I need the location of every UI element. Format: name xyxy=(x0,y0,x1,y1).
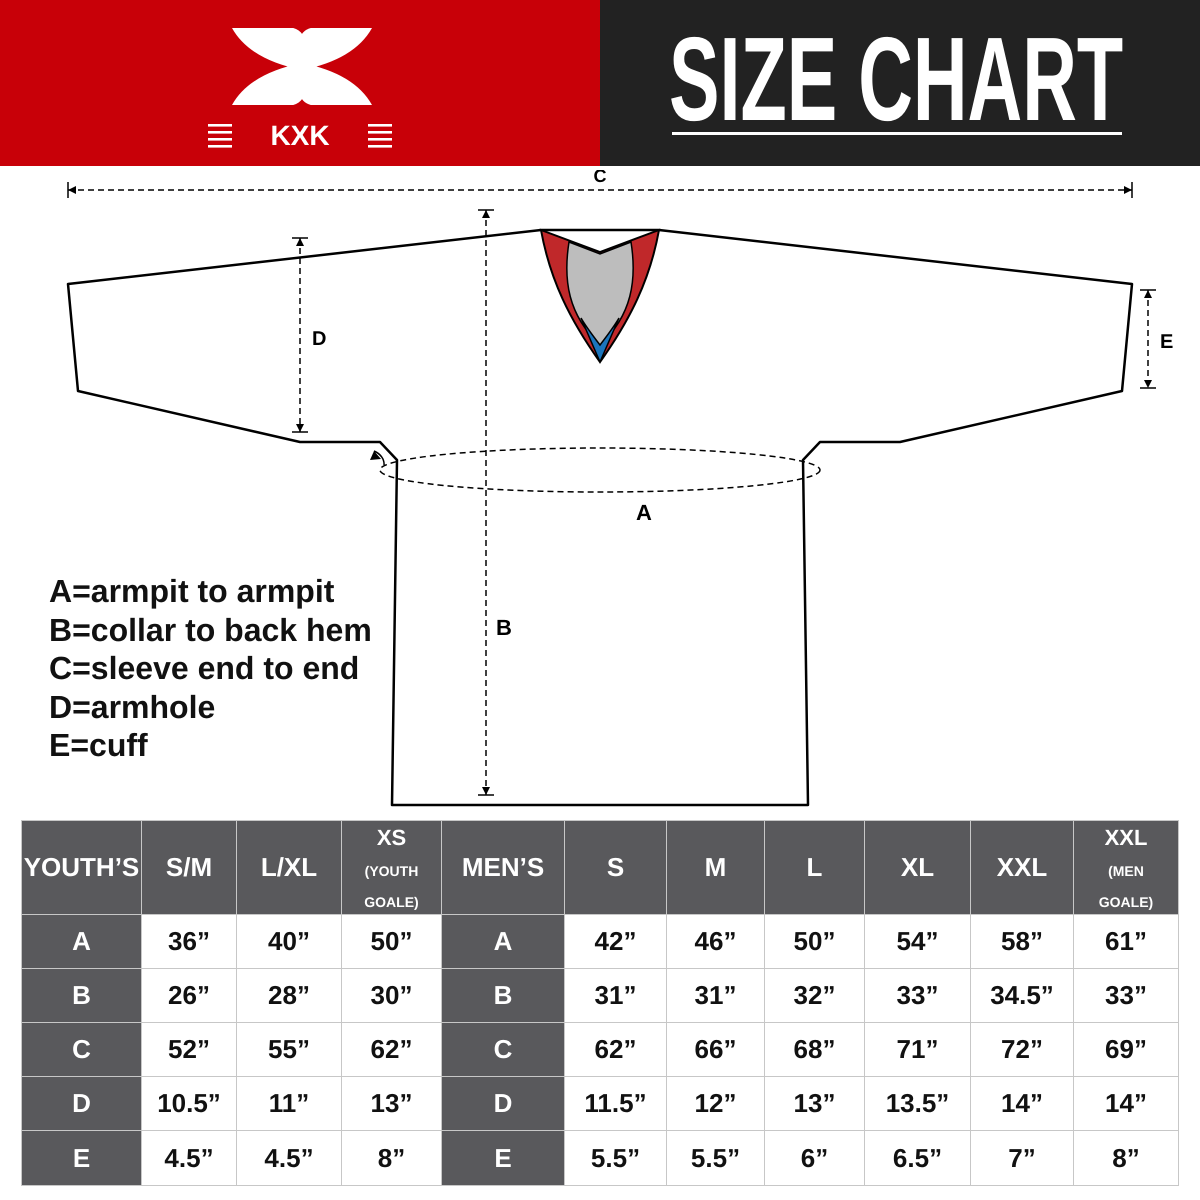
svg-text:B: B xyxy=(496,615,512,640)
svg-text:A: A xyxy=(636,500,652,525)
svg-text:C: C xyxy=(594,170,607,186)
svg-text:E: E xyxy=(1160,331,1173,353)
svg-text:KXK: KXK xyxy=(270,122,329,150)
svg-text:D: D xyxy=(312,328,326,350)
